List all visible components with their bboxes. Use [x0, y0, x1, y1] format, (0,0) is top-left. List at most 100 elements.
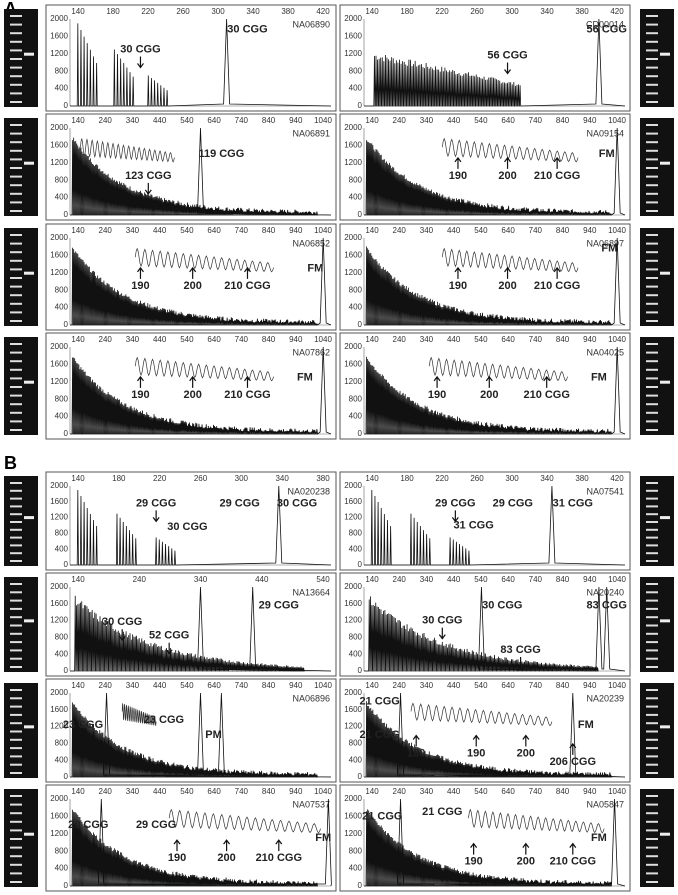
gel-band [10, 838, 22, 840]
x-tick-label: 140 [71, 226, 85, 235]
annotation: 200 [498, 170, 516, 182]
y-tick-label: 1600 [50, 705, 68, 714]
gel-band [646, 616, 658, 619]
gel-band [24, 380, 34, 384]
x-tick-label: 300 [211, 7, 225, 16]
annotation: 210 CGG [534, 280, 580, 292]
gel-band [646, 158, 658, 161]
annotation: 180 [407, 747, 425, 759]
x-tick-label: 220 [435, 7, 449, 16]
x-tick-label: 540 [180, 335, 194, 344]
trace [70, 586, 332, 672]
y-tick-label: 800 [349, 529, 363, 538]
annotation: 56 CGG [587, 23, 627, 35]
trace [364, 798, 626, 887]
gel-band [646, 259, 658, 262]
x-tick-label: 340 [420, 226, 434, 235]
x-tick-label: 640 [501, 681, 515, 690]
x-tick-label: 640 [207, 116, 221, 125]
x-tick-label: 740 [235, 681, 249, 690]
y-tick-label: 2000 [344, 794, 362, 803]
x-tick-label: 440 [447, 681, 461, 690]
gel-band [10, 394, 22, 397]
gel-band [646, 268, 658, 271]
x-tick-label: 440 [153, 226, 167, 235]
x-tick-label: 440 [153, 116, 167, 125]
gel-band [10, 521, 22, 523]
y-tick-label: 800 [55, 529, 69, 538]
x-tick-label: 440 [153, 335, 167, 344]
y-tick-label: 0 [64, 666, 69, 675]
annotation: 23 CGG [63, 719, 103, 731]
y-tick-label: 2000 [344, 481, 362, 490]
x-tick-label: 540 [474, 787, 488, 796]
inset-trace [468, 808, 605, 834]
gel-band [10, 302, 22, 305]
gel-band [646, 192, 658, 195]
x-tick-label: 840 [556, 681, 570, 690]
gel-band [646, 772, 658, 774]
gel-band [10, 689, 22, 691]
gel-band [646, 420, 658, 423]
x-tick-label: 640 [207, 681, 221, 690]
x-tick-label: 380 [575, 7, 589, 16]
arrow [504, 156, 512, 169]
arrow [189, 375, 197, 388]
y-tick-label: 800 [349, 846, 363, 855]
gel-band [646, 66, 658, 69]
gel-band [646, 552, 658, 555]
gel-band [646, 536, 658, 539]
gel-band [660, 380, 670, 384]
gel-band [10, 513, 22, 516]
x-tick-label: 260 [176, 7, 190, 16]
x-tick-label: 840 [556, 116, 570, 125]
gel-band [10, 149, 22, 152]
gel-band [10, 141, 22, 144]
gel-band [10, 489, 22, 492]
x-tick-label: 540 [474, 226, 488, 235]
annotation: 190 [449, 280, 467, 292]
gel-band [660, 725, 670, 729]
trace [364, 586, 626, 672]
gel-band [10, 482, 22, 484]
x-tick-label: 240 [133, 575, 147, 584]
x-tick-label: 540 [316, 575, 330, 584]
gel-band [10, 92, 22, 95]
x-tick-label: 840 [262, 787, 276, 796]
gel-band [10, 66, 22, 69]
y-tick-label: 0 [358, 881, 363, 890]
x-tick-label: 940 [289, 787, 303, 796]
x-tick-label: 640 [207, 335, 221, 344]
arrow [543, 375, 551, 388]
y-tick-label: 2000 [344, 14, 362, 23]
arrow [454, 266, 462, 279]
annotation: 200 [217, 852, 235, 864]
annotation: 190 [428, 389, 446, 401]
annotation: 29 CGG [219, 497, 259, 509]
x-tick-label: 340 [126, 116, 140, 125]
x-tick-label: 740 [235, 335, 249, 344]
arrow [438, 627, 446, 640]
gel-band [646, 101, 658, 103]
gel-band [646, 377, 658, 380]
section-label: B [4, 453, 17, 473]
annotation: 31 CGG [453, 519, 493, 531]
x-tick-label: 1040 [608, 226, 626, 235]
arrow [517, 657, 525, 669]
trace [70, 18, 332, 107]
gel-band [10, 167, 22, 169]
x-tick-label: 540 [180, 116, 194, 125]
annotation: 30 CGG [102, 616, 142, 628]
x-tick-label: 940 [583, 116, 597, 125]
gel-band [646, 738, 658, 741]
y-tick-label: 800 [349, 66, 363, 75]
y-tick-label: 1200 [344, 513, 362, 522]
y-tick-label: 0 [358, 429, 363, 438]
annotation: 83 CGG [587, 599, 627, 611]
y-tick-label: 0 [358, 101, 363, 110]
annotation: 200 [517, 856, 535, 868]
gel-band [660, 619, 670, 623]
x-tick-label: 220 [141, 7, 155, 16]
x-tick-label: 540 [474, 681, 488, 690]
arrow [173, 839, 181, 852]
